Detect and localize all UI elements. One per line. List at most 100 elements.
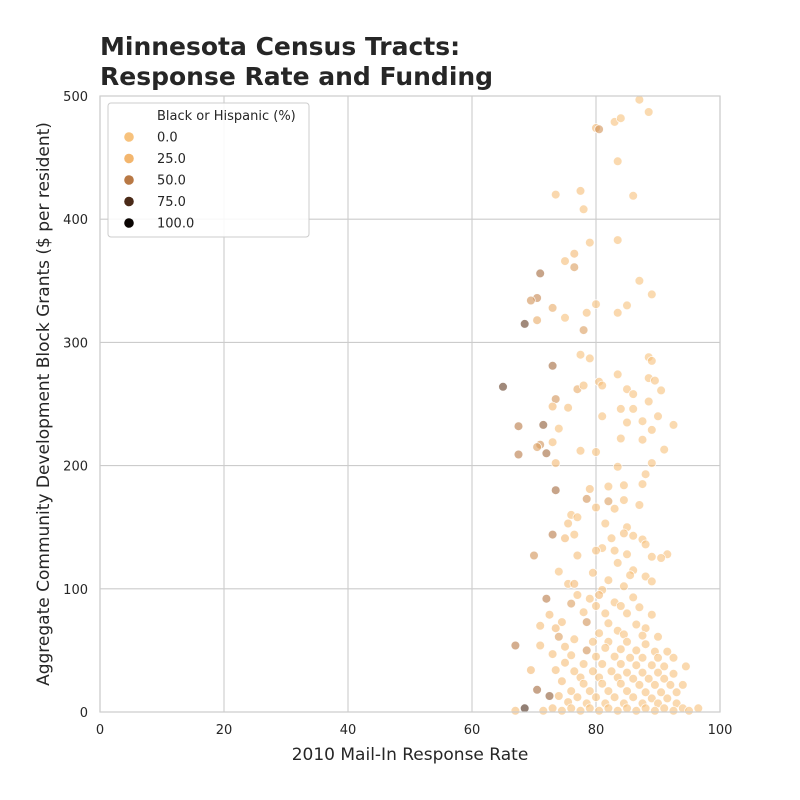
y-tick-label: 200 xyxy=(63,460,88,475)
data-point xyxy=(622,608,632,619)
data-point xyxy=(572,692,583,702)
data-point xyxy=(535,620,545,631)
data-point xyxy=(662,693,673,704)
data-point xyxy=(603,618,614,629)
data-point xyxy=(547,649,558,659)
legend: Black or Hispanic (%) 0.0 25.0 50.0 75.0 100… xyxy=(107,102,310,238)
data-point xyxy=(594,705,604,716)
data-point xyxy=(653,667,663,678)
legend-items: 0.0 25.0 50.0 75.0 100.0 xyxy=(124,131,194,232)
data-point xyxy=(588,567,598,578)
x-tick-label: 80 xyxy=(588,723,605,738)
data-point xyxy=(671,687,682,698)
data-point xyxy=(646,660,657,670)
data-point xyxy=(544,691,555,701)
data-point xyxy=(578,659,589,669)
data-point xyxy=(622,417,632,428)
data-point xyxy=(594,124,604,135)
data-point xyxy=(668,420,679,430)
data-point xyxy=(668,668,679,679)
legend-marker xyxy=(124,175,134,185)
data-point xyxy=(646,551,657,562)
x-tick-labels: 0 20 40 60 80 100 xyxy=(96,723,733,738)
data-point xyxy=(547,360,558,371)
data-point xyxy=(659,703,669,714)
y-tick-label: 0 xyxy=(80,706,88,721)
data-point xyxy=(569,634,580,645)
data-point xyxy=(584,353,595,364)
data-point xyxy=(646,425,657,435)
data-point xyxy=(569,248,580,259)
data-point xyxy=(526,295,536,306)
legend-title: Black or Hispanic (%) xyxy=(157,109,296,124)
data-point xyxy=(628,530,638,541)
data-point xyxy=(668,705,679,716)
data-point xyxy=(575,705,586,716)
data-point xyxy=(646,576,657,587)
data-point xyxy=(581,645,592,656)
data-point xyxy=(634,680,645,690)
data-point xyxy=(553,423,564,434)
data-point xyxy=(631,660,642,670)
data-point xyxy=(668,652,679,663)
data-point xyxy=(650,705,660,716)
data-point xyxy=(659,444,669,455)
data-point xyxy=(569,529,580,540)
data-point xyxy=(591,692,601,702)
chart-title-line1: Minnesota Census Tracts: xyxy=(100,32,461,61)
data-point xyxy=(693,703,704,714)
y-tick-label: 400 xyxy=(63,213,88,228)
data-point xyxy=(519,703,530,714)
data-point xyxy=(653,411,663,422)
data-point xyxy=(572,550,583,561)
data-point xyxy=(557,617,567,627)
data-point xyxy=(591,447,601,457)
data-point xyxy=(653,631,663,642)
legend-label: 100.0 xyxy=(157,217,194,232)
data-point xyxy=(569,666,580,677)
data-point xyxy=(637,479,648,489)
data-point xyxy=(662,646,673,657)
data-point xyxy=(597,678,607,689)
data-point xyxy=(637,667,648,678)
data-point xyxy=(591,545,601,556)
data-point xyxy=(606,533,617,544)
data-point xyxy=(560,533,570,544)
data-point xyxy=(569,262,580,273)
y-tick-label: 300 xyxy=(63,336,88,351)
data-point xyxy=(581,307,592,318)
data-point xyxy=(612,558,623,568)
data-point xyxy=(588,636,598,647)
data-point xyxy=(643,107,654,117)
legend-marker xyxy=(124,132,134,142)
data-point xyxy=(684,705,694,716)
data-point xyxy=(609,692,620,702)
data-point xyxy=(612,705,623,716)
data-point xyxy=(560,641,570,652)
data-point xyxy=(603,686,614,696)
data-point xyxy=(628,592,638,603)
data-point xyxy=(659,673,669,684)
data-point xyxy=(619,581,629,592)
x-tick-label: 20 xyxy=(216,723,233,738)
y-axis-label: Aggregate Community Development Block Gr… xyxy=(34,122,54,686)
y-tick-labels: 0 100 200 300 400 500 xyxy=(63,90,88,721)
data-point xyxy=(603,481,614,492)
data-point xyxy=(603,575,614,585)
chart-title-line2: Response Rate and Funding xyxy=(100,62,494,91)
data-point xyxy=(615,644,626,654)
data-point xyxy=(550,485,561,496)
data-point xyxy=(628,389,638,399)
data-point xyxy=(631,705,642,716)
data-point xyxy=(581,617,592,627)
data-point xyxy=(538,420,549,430)
data-point xyxy=(547,401,558,412)
data-point xyxy=(640,469,651,480)
data-point xyxy=(609,503,620,514)
legend-label: 50.0 xyxy=(157,174,186,189)
data-point xyxy=(600,608,611,619)
data-point xyxy=(584,593,595,604)
plot-frame xyxy=(99,95,721,713)
data-point xyxy=(606,666,617,677)
data-point xyxy=(557,705,567,716)
